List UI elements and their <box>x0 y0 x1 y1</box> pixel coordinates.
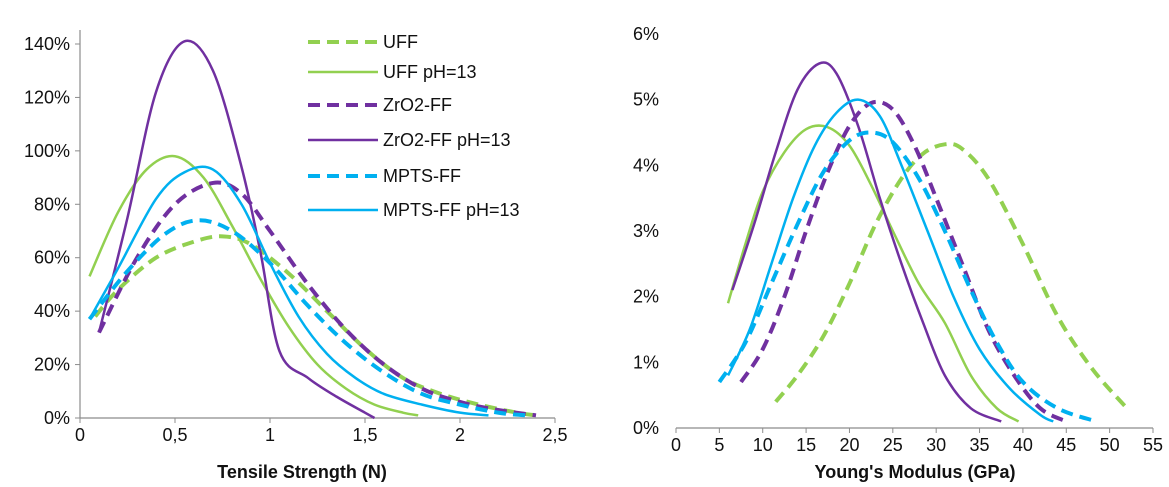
legend-label-zro2-ff: ZrO2-FF <box>383 95 452 115</box>
legend-item: MPTS-FF pH=13 <box>308 200 520 220</box>
x-tick-label: 10 <box>753 435 773 455</box>
x-tick-label: 0 <box>671 435 681 455</box>
y-tick-label: 120% <box>24 87 70 107</box>
y-tick-label: 0% <box>633 418 659 438</box>
legend-label-mpts-ff: MPTS-FF <box>383 166 461 186</box>
x-tick-label: 1,5 <box>352 425 377 445</box>
legend-label-mpts-ff-ph13: MPTS-FF pH=13 <box>383 200 520 220</box>
legend-label-zro2-ff-ph13: ZrO2-FF pH=13 <box>383 130 511 150</box>
series-line-uff-ph-13 <box>726 124 1020 423</box>
legend-label-uff-ph13: UFF pH=13 <box>383 62 477 82</box>
y-tick-label: 140% <box>24 34 70 54</box>
x-tick-label: 2,5 <box>542 425 567 445</box>
series-line-zro2-ff-ph-13 <box>731 61 1002 423</box>
youngs-modulus-chart: 0% 1% 2% 3% 4% 5% 6% 0 5 10 15 20 25 30 35 40 45 50 55 Youn… <box>633 24 1163 482</box>
y-tick-label: 5% <box>633 90 659 110</box>
x-tick-label: 30 <box>926 435 946 455</box>
x-tick-label: 5 <box>714 435 724 455</box>
x-tick-label: 35 <box>970 435 990 455</box>
y-tick-label: 80% <box>34 194 70 214</box>
x-axis-title: Tensile Strength (N) <box>217 462 387 482</box>
y-tick-label: 1% <box>633 352 659 372</box>
series-line-zro2-ff-ph-13 <box>97 39 376 420</box>
y-tick-label: 100% <box>24 141 70 161</box>
legend-item: MPTS-FF <box>308 166 461 186</box>
tensile-strength-chart: 0% 20% 40% 60% 80% 100% 120% 140% 0 0,5 1 1,5 2 2,5 Te… <box>24 30 568 482</box>
y-tick-label: 20% <box>34 355 70 375</box>
legend-item: UFF <box>308 32 418 52</box>
legend-item: UFF pH=13 <box>308 62 477 82</box>
x-tick-label: 55 <box>1143 435 1163 455</box>
series-line-mpts-ff <box>87 218 527 418</box>
series-line-uff <box>774 141 1129 410</box>
x-tick-label: 20 <box>839 435 859 455</box>
x-tick-label: 15 <box>796 435 816 455</box>
series-line-mpts-ff-ph-13 <box>88 165 489 417</box>
x-tick-label: 0 <box>75 425 85 445</box>
series-line-zro2-ff <box>739 99 1068 424</box>
x-tick-label: 0,5 <box>162 425 187 445</box>
x-tick-label: 45 <box>1056 435 1076 455</box>
y-tick-label: 0% <box>44 408 70 428</box>
y-tick-label: 2% <box>633 287 659 307</box>
legend-item: ZrO2-FF pH=13 <box>308 130 511 150</box>
x-tick-label: 2 <box>455 425 465 445</box>
y-tick-label: 40% <box>34 301 70 321</box>
y-tick-label: 60% <box>34 248 70 268</box>
y-tick-label: 6% <box>633 24 659 44</box>
y-tick-label: 3% <box>633 221 659 241</box>
chart-legend: UFF UFF pH=13 ZrO2-FF ZrO2-FF pH=13 MPTS… <box>308 32 520 220</box>
x-tick-label: 40 <box>1013 435 1033 455</box>
series-line-uff-ph-13 <box>88 154 419 417</box>
series-line-mpts-ff-ph-13 <box>726 98 1054 423</box>
legend-label-uff: UFF <box>383 32 418 52</box>
x-tick-label: 25 <box>883 435 903 455</box>
y-tick-label: 4% <box>633 155 659 175</box>
x-tick-label: 50 <box>1100 435 1120 455</box>
series-line-uff <box>93 234 537 418</box>
x-axis-title: Young's Modulus (GPa) <box>815 462 1016 482</box>
series-line-zro2-ff <box>97 180 537 418</box>
x-tick-label: 1 <box>265 425 275 445</box>
legend-item: ZrO2-FF <box>308 95 452 115</box>
